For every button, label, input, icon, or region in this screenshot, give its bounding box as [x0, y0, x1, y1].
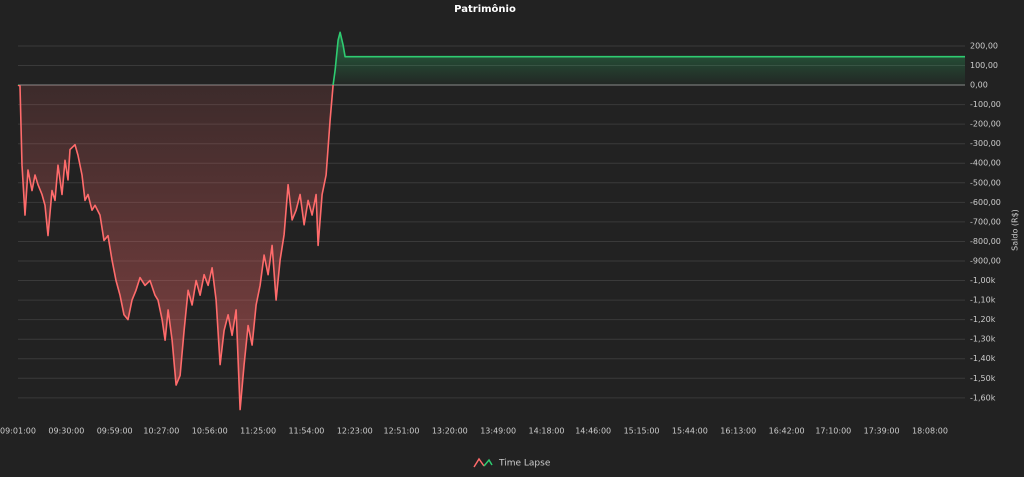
y-tick-label: -600,00: [970, 198, 1001, 207]
x-tick-label: 16:13:00: [720, 427, 756, 436]
legend-label: Time Lapse: [498, 459, 551, 469]
legend-icon: [473, 457, 485, 468]
x-tick-label: 15:15:00: [624, 427, 660, 436]
x-tick-label: 13:20:00: [432, 427, 468, 436]
y-tick-label: 200,00: [970, 41, 998, 50]
chart-title: Patrimônio: [454, 3, 516, 15]
x-tick-label: 13:49:00: [480, 427, 516, 436]
x-tick-label: 18:08:00: [912, 427, 948, 436]
y-tick-label: -1,10k: [970, 296, 996, 305]
y-tick-label: -100,00: [970, 100, 1001, 109]
y-tick-label: -500,00: [970, 178, 1001, 187]
legend-icon: [483, 458, 493, 467]
x-tick-label: 10:56:00: [192, 427, 228, 436]
y-tick-label: -1,30k: [970, 335, 996, 344]
y-axis-label: Saldo (R$): [1011, 209, 1020, 251]
y-tick-label: -1,60k: [970, 393, 996, 402]
line: [17, 31, 965, 411]
y-tick-label: -900,00: [970, 256, 1001, 265]
x-tick-label: 15:44:00: [672, 427, 708, 436]
x-tick-label: 12:51:00: [383, 427, 419, 436]
x-tick-label: 14:46:00: [575, 427, 611, 436]
x-tick-label: 14:18:00: [529, 427, 565, 436]
x-tick-label: 12:23:00: [337, 427, 373, 436]
y-tick-label: -1,50k: [970, 374, 996, 383]
x-tick-label: 09:59:00: [97, 427, 133, 436]
y-tick-label: -200,00: [970, 120, 1001, 129]
y-tick-label: -1,40k: [970, 354, 996, 363]
x-tick-label: 11:54:00: [288, 427, 324, 436]
y-tick-label: -1,00k: [970, 276, 996, 285]
y-tick-label: 100,00: [970, 61, 998, 70]
y-tick-label: -1,20k: [970, 315, 996, 324]
x-tick-label: 17:39:00: [864, 427, 900, 436]
y-tick-label: -700,00: [970, 217, 1001, 226]
x-tick-label: 11:25:00: [240, 427, 276, 436]
x-tick-label: 09:30:00: [48, 427, 84, 436]
y-tick-label: -300,00: [970, 139, 1001, 148]
x-tick-label: 10:27:00: [143, 427, 179, 436]
y-tick-label: -400,00: [970, 159, 1001, 168]
y-tick-label: 0,00: [970, 81, 988, 90]
x-tick-label: 17:10:00: [815, 427, 851, 436]
y-tick-label: -800,00: [970, 237, 1001, 246]
area: [18, 32, 965, 410]
x-tick-label: 09:01:00: [0, 427, 36, 436]
x-tick-label: 16:42:00: [769, 427, 805, 436]
